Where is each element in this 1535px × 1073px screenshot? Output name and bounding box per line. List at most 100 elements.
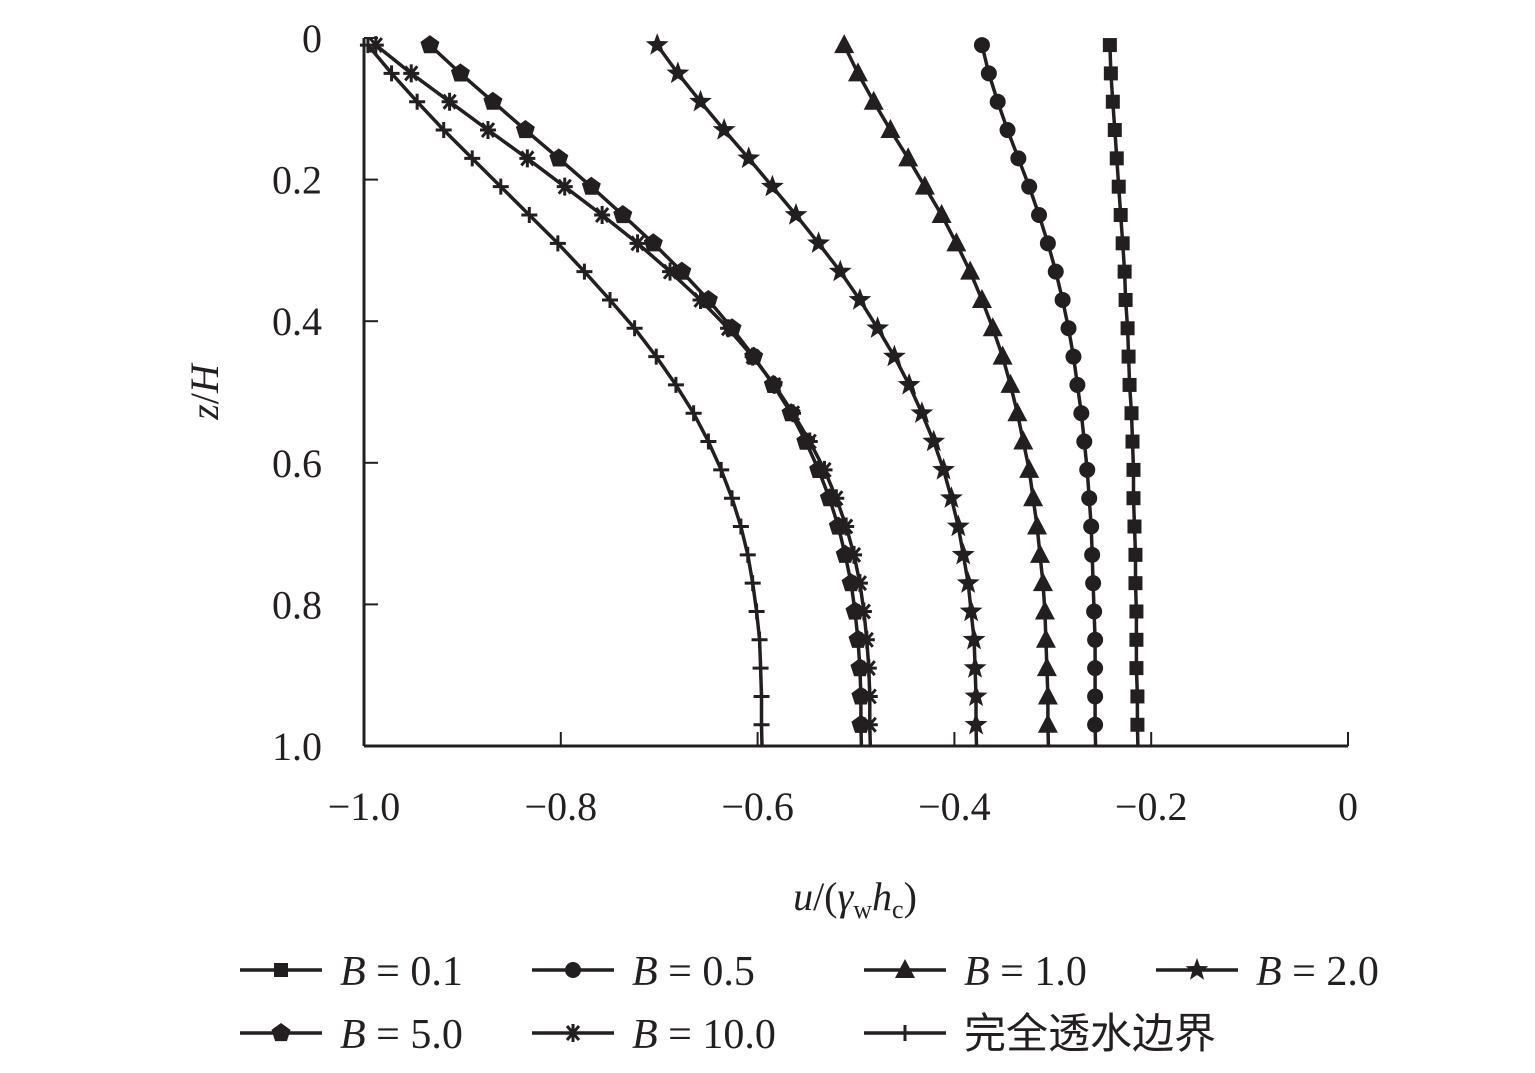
data-point <box>1007 402 1028 422</box>
data-point <box>959 599 983 622</box>
y-tick-label: 1.0 <box>272 724 322 769</box>
series-1 <box>1102 38 1145 747</box>
series-3 <box>834 34 1058 747</box>
data-point <box>999 122 1016 139</box>
x-tick-label: −0.6 <box>721 784 794 829</box>
data-point <box>1081 490 1098 507</box>
data-point <box>441 92 458 111</box>
data-point <box>464 150 481 167</box>
data-point <box>666 61 690 84</box>
data-point <box>1031 207 1048 223</box>
data-point <box>383 65 400 82</box>
data-point <box>1034 600 1055 620</box>
data-point <box>1087 631 1104 648</box>
data-point <box>980 65 997 82</box>
data-point <box>613 205 633 224</box>
data-point <box>1039 235 1056 252</box>
data-point <box>964 712 988 735</box>
data-point <box>880 119 901 139</box>
data-point <box>1019 458 1040 478</box>
data-point <box>1027 515 1048 535</box>
data-point <box>807 231 830 253</box>
data-point <box>549 148 569 167</box>
data-point <box>838 517 855 536</box>
legend-label: B = 0.1 <box>340 949 463 995</box>
data-point <box>1087 688 1104 705</box>
data-point <box>1047 263 1064 280</box>
data-point <box>409 93 426 110</box>
data-point <box>1115 236 1130 251</box>
data-point <box>492 178 509 195</box>
data-point <box>1125 434 1140 449</box>
data-point <box>1032 572 1053 592</box>
data-point <box>858 630 875 649</box>
data-point <box>672 261 692 280</box>
legend-item: B = 5.0 <box>240 1012 463 1058</box>
data-point <box>626 320 643 337</box>
series-7 <box>359 37 770 747</box>
data-point <box>1117 264 1132 279</box>
x-tick-label: 0 <box>1338 784 1358 829</box>
data-point <box>931 204 952 223</box>
legend-marker <box>271 1023 291 1042</box>
y-ticks: 0 0.2 0.4 0.6 0.8 1.0 <box>272 16 378 769</box>
data-point <box>1102 38 1117 53</box>
data-point <box>720 319 737 338</box>
data-point <box>1129 604 1144 619</box>
legend-marker <box>565 1024 581 1042</box>
series-line <box>980 44 1098 747</box>
data-point <box>848 288 872 310</box>
series-6 <box>367 36 878 747</box>
x-ticks: −1.0 −0.8 −0.6 −0.4 −0.2 0 <box>328 732 1358 829</box>
data-point <box>692 290 709 309</box>
legend-item: 完全透水边界 <box>864 1011 1216 1058</box>
data-point <box>1129 661 1144 676</box>
series-line <box>842 44 1051 747</box>
data-point <box>732 518 749 535</box>
data-point <box>846 545 863 564</box>
y-tick-label: 0.2 <box>272 158 322 203</box>
data-point <box>753 688 770 705</box>
data-point <box>922 429 946 452</box>
legend-label: B = 10.0 <box>632 1012 776 1058</box>
data-point <box>744 347 761 366</box>
data-point <box>964 684 988 707</box>
data-point <box>883 344 906 367</box>
data-point <box>951 542 975 565</box>
data-point <box>973 37 990 54</box>
data-point <box>932 457 955 480</box>
data-point <box>1122 377 1137 392</box>
y-tick-label: 0 <box>302 16 322 61</box>
data-point <box>737 146 761 169</box>
data-point <box>549 235 566 252</box>
data-point <box>479 121 496 140</box>
data-point <box>940 486 963 508</box>
x-axis-label: u/(γwhc) <box>793 874 917 924</box>
data-point <box>713 461 730 478</box>
data-point <box>816 460 833 479</box>
data-point <box>963 656 987 678</box>
data-point <box>1079 461 1096 478</box>
data-point <box>1030 543 1051 563</box>
data-point <box>712 118 736 140</box>
legend: B = 0.1 B = 0.5 B = 1.0 B = 2.0 B = 5.0 B = 1… <box>240 949 1379 1058</box>
data-point <box>855 602 872 621</box>
y-tick-label: 0.4 <box>272 299 322 344</box>
data-point <box>1060 320 1077 337</box>
data-point <box>629 234 646 253</box>
data-point <box>1054 291 1071 308</box>
data-point <box>435 122 452 139</box>
data-point <box>1113 208 1128 222</box>
data-point <box>1000 373 1021 393</box>
data-point <box>1085 575 1102 592</box>
data-point <box>971 288 992 308</box>
y-tick-label: 0.8 <box>272 582 322 627</box>
data-point <box>861 687 878 706</box>
data-point <box>1121 349 1136 364</box>
data-point <box>1128 547 1143 562</box>
data-point <box>581 176 601 195</box>
data-point <box>1037 713 1058 733</box>
data-point <box>403 64 420 83</box>
x-tick-label: −1.0 <box>328 784 401 829</box>
